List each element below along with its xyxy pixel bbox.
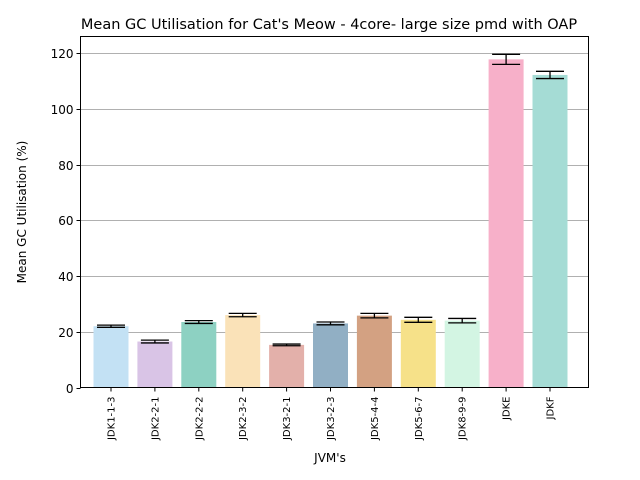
x-tick-label: JDK5-4-4 [370,397,381,442]
bar-jdk2-3-2 [225,315,261,388]
bar-jdk2-2-1 [137,341,173,388]
y-tick-label: 120 [51,47,74,61]
bars [93,59,568,388]
error-bar [404,316,433,323]
y-axis-label: Mean GC Utilisation (%) [15,141,29,284]
x-tick-label: JDKE [502,397,513,422]
bar-jdk5-6-7 [400,319,436,388]
error-bar [360,312,389,319]
y-tick-label: 40 [58,270,73,284]
bar-jdk3-2-1 [269,344,305,388]
x-tick-label: JDK5-6-7 [414,397,425,442]
bar-jdke [488,59,524,388]
y-tick-label: 0 [66,382,74,396]
x-tick-label: JDK1-1-3 [107,397,118,442]
x-tick-label: JDK3-2-3 [326,397,337,442]
bar-jdk1-1-3 [93,326,129,388]
y-tick-label: 100 [51,103,74,117]
error-bar [272,343,301,347]
y-tick-label: 80 [58,159,73,173]
y-axis: 0 20 40 60 80 100 120 [51,47,81,396]
error-bar [448,317,477,324]
x-tick-label: JDK8-9-9 [458,397,469,442]
error-bar [140,339,169,344]
error-bar [184,319,213,325]
bar-jdk8-9-9 [444,320,480,388]
x-tick-label: JDK2-2-1 [150,397,161,442]
bar-jdk3-2-3 [313,323,348,388]
x-tick-label: JDK2-3-2 [238,397,249,442]
bar-jdk2-2-2 [181,322,217,388]
x-tick-label: JDKF [546,396,557,420]
x-tick-label: JDK2-2-2 [194,397,205,442]
error-bars [97,53,564,347]
error-bar [536,70,564,80]
x-tick-label: JDK3-2-1 [282,397,293,442]
bar-jdk5-4-4 [356,315,392,388]
y-tick-label: 60 [58,214,73,228]
bar-jdkf [532,74,568,388]
x-axis: JDK1-1-3 JDK2-2-1 JDK2-2-2 JDK2-3-2 JDK3-2-1… [107,387,557,442]
y-tick-label: 20 [58,326,73,340]
x-axis-label: JVM's [313,451,346,465]
plot-frame [80,36,589,388]
error-bar [492,53,521,66]
chart-title: Mean GC Utilisation for Cat's Meow - 4co… [81,17,577,33]
error-bar [97,324,125,328]
error-bar [228,312,257,318]
error-bar [316,321,345,326]
